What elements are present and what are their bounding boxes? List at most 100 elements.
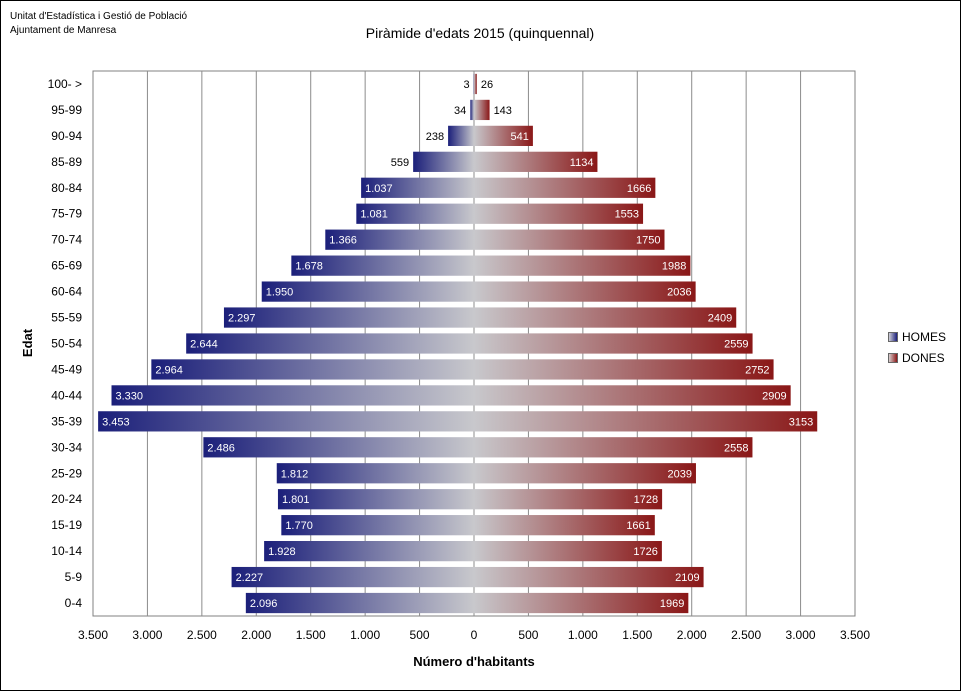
data-label-dones: 3153 [789,416,813,428]
y-axis-label: Edat [20,328,35,357]
x-tick-label: 500 [410,628,430,642]
bar-dones [474,281,696,302]
x-tick-label: 1.000 [350,628,380,642]
data-label-homes: 2.964 [155,364,183,376]
x-axis-label: Número d'habitants [413,654,535,669]
bar-homes [413,151,474,172]
bar-homes [277,489,474,510]
bar-dones [474,203,644,224]
bar-dones [474,566,704,588]
chart-title: Piràmide d'edats 2015 (quinquennal) [366,25,594,41]
bar-dones [474,463,696,484]
data-label-dones: 2558 [724,442,748,454]
data-label-homes: 2.096 [250,598,278,610]
dones-swatch-icon [888,352,898,363]
bar-homes [261,281,474,302]
bar-homes [98,411,475,432]
bar-dones [474,489,663,510]
bar-dones [474,515,655,536]
data-label-dones: 1988 [662,261,686,273]
data-label-homes: 2.486 [207,442,235,454]
data-label-homes: 3 [464,79,470,91]
bar-dones [474,540,662,562]
bar-dones [474,333,753,354]
bar-dones [474,385,791,406]
bar-homes [111,385,475,406]
bar-dones [474,99,490,121]
data-label-homes: 3.453 [102,416,130,428]
data-label-dones: 1750 [636,235,660,247]
age-group-label: 80-84 [51,181,82,195]
x-tick-label: 3.000 [786,628,816,642]
age-group-label: 70-74 [51,233,82,247]
organization-unit: Unitat d'Estadística i Gestió de Poblaci… [10,11,188,22]
data-label-homes: 559 [391,157,409,169]
bar-dones [474,411,818,432]
age-group-label: 100- > [48,77,82,91]
data-label-homes: 2.644 [190,339,218,351]
data-label-homes: 1.037 [365,183,393,195]
data-label-dones: 2559 [724,339,748,351]
data-label-dones: 1661 [626,520,650,532]
data-label-dones: 1969 [660,598,684,610]
bar-homes [223,307,474,328]
x-tick-label: 3.500 [78,628,108,642]
bar-homes [203,437,474,458]
bar-homes [361,177,474,198]
data-label-homes: 2.297 [228,313,256,325]
data-label-homes: 1.928 [268,546,296,558]
x-tick-label: 1.500 [622,628,652,642]
x-tick-label: 2.500 [187,628,217,642]
age-group-label: 15-19 [51,518,82,532]
bar-dones [474,307,737,328]
age-group-label: 45-49 [51,362,82,376]
age-group-label: 20-24 [51,492,82,506]
data-label-homes: 238 [426,131,444,143]
bar-homes [276,463,474,484]
x-tick-label: 3.000 [132,628,162,642]
data-label-dones: 2409 [708,313,732,325]
homes-swatch-icon [888,331,898,342]
age-group-label: 60-64 [51,285,82,299]
data-label-homes: 2.227 [236,572,264,584]
data-label-dones: 2036 [667,287,691,299]
legend-label-dones: DONES [902,350,945,365]
data-label-dones: 1726 [633,546,657,558]
bar-homes [470,99,474,121]
bar-homes [356,203,474,224]
age-group-label: 25-29 [51,466,82,480]
bar-dones [474,73,477,95]
legend-item-homes: HOMES [888,326,946,347]
x-tick-label: 0 [471,628,478,642]
bar-homes [245,592,474,614]
age-group-label: 65-69 [51,259,82,273]
data-label-dones: 2909 [762,390,786,402]
age-group-label: 30-34 [51,440,82,454]
data-label-dones: 1666 [627,183,651,195]
x-tick-labels: 3.500 3.000 2.500 2.000 1.500 1.000 500 0 500 1.0… [78,628,870,642]
age-group-label: 55-59 [51,311,82,325]
bar-labels: 3 26 34 143 238 541 559 1134 1.037 1666 1.081 1553 1… [102,79,813,610]
bar-dones [474,151,598,172]
age-group-labels: 100- > 95-99 90-94 85-89 80-84 75-79 70-74 65-6… [48,77,83,610]
bars [98,73,818,614]
data-label-homes: 1.812 [281,468,309,480]
data-label-dones: 1134 [570,157,594,169]
data-label-dones: 2039 [667,468,691,480]
bar-dones [474,255,691,276]
bar-homes [291,255,474,276]
x-tick-label: 1.000 [568,628,598,642]
legend: HOMES DONES [888,326,946,368]
data-label-dones: 2109 [675,572,699,584]
data-label-dones: 541 [511,131,529,143]
x-tick-label: 1.500 [296,628,326,642]
age-group-label: 0-4 [65,596,83,610]
age-group-label: 10-14 [51,544,82,558]
bar-dones [474,125,533,147]
data-label-homes: 1.950 [266,287,294,299]
legend-item-dones: DONES [888,347,946,368]
age-group-label: 40-44 [51,388,82,402]
age-group-label: 35-39 [51,414,82,428]
bar-homes [264,540,474,562]
